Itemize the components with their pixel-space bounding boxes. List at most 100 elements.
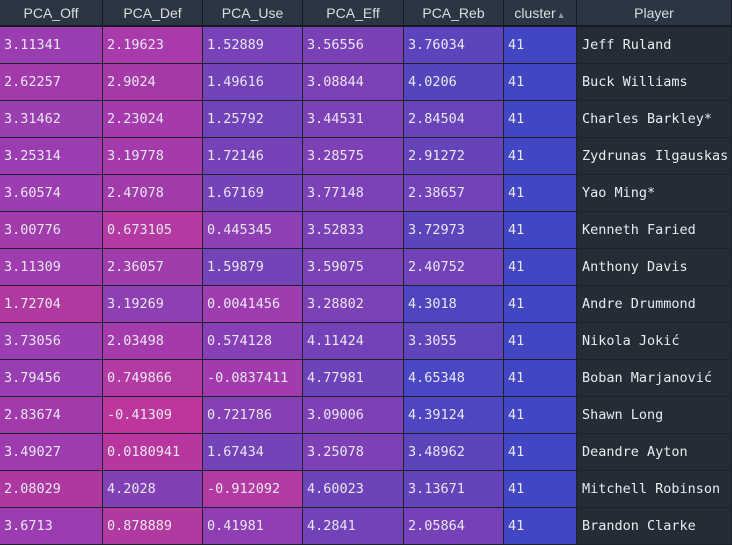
cell-pca-reb: 3.13671 <box>404 471 504 508</box>
cell-pca-eff: 4.2841 <box>303 508 404 545</box>
cell-cluster: 41 <box>504 249 577 286</box>
cell-pca-use: 0.574128 <box>203 323 303 360</box>
cell-pca-def: -0.41309 <box>103 397 203 434</box>
cell-player: Deandre Ayton <box>577 434 732 471</box>
cell-pca-reb: 4.39124 <box>404 397 504 434</box>
cell-cluster: 41 <box>504 471 577 508</box>
cell-player: Jeff Ruland <box>577 27 732 64</box>
cell-pca-eff: 3.44531 <box>303 101 404 138</box>
cell-pca-reb: 4.3018 <box>404 286 504 323</box>
cell-pca-off: 3.00776 <box>0 212 103 249</box>
cell-pca-eff: 3.52833 <box>303 212 404 249</box>
column-header-label: PCA_Reb <box>422 4 485 21</box>
cell-player: Anthony Davis <box>577 249 732 286</box>
column-header-cluster[interactable]: cluster▲ <box>504 0 577 27</box>
cell-pca-reb: 3.72973 <box>404 212 504 249</box>
cell-pca-reb: 2.38657 <box>404 175 504 212</box>
cell-cluster: 41 <box>504 323 577 360</box>
cell-pca-eff: 4.11424 <box>303 323 404 360</box>
cell-pca-def: 4.2028 <box>103 471 203 508</box>
cell-pca-use: -0.0837411 <box>203 360 303 397</box>
table-row[interactable]: 2.08029 4.2028 -0.912092 4.60023 3.13671 41 Mi… <box>0 471 732 508</box>
cell-cluster: 41 <box>504 286 577 323</box>
cell-pca-def: 2.23024 <box>103 101 203 138</box>
cell-player: Mitchell Robinson <box>577 471 732 508</box>
cell-pca-eff: 4.77981 <box>303 360 404 397</box>
table-row[interactable]: 3.11309 2.36057 1.59879 3.59075 2.40752 41 Ant… <box>0 249 732 286</box>
cell-pca-off: 3.60574 <box>0 175 103 212</box>
cell-pca-off: 3.49027 <box>0 434 103 471</box>
column-header-pca-off[interactable]: PCA_Off <box>0 0 103 27</box>
cell-pca-def: 2.36057 <box>103 249 203 286</box>
cell-pca-eff: 3.56556 <box>303 27 404 64</box>
cell-pca-eff: 3.08844 <box>303 64 404 101</box>
sort-up-icon[interactable]: ▲ <box>556 9 566 20</box>
cell-pca-def: 0.0180941 <box>103 434 203 471</box>
column-header-label: Player <box>634 4 674 21</box>
cell-cluster: 41 <box>504 27 577 64</box>
table-row[interactable]: 3.31462 2.23024 1.25792 3.44531 2.84504 41 Cha… <box>0 101 732 138</box>
cell-player: Shawn Long <box>577 397 732 434</box>
cell-pca-reb: 2.84504 <box>404 101 504 138</box>
cell-cluster: 41 <box>504 64 577 101</box>
cell-player: Nikola Jokić <box>577 323 732 360</box>
cell-pca-def: 2.03498 <box>103 323 203 360</box>
cell-pca-off: 2.08029 <box>0 471 103 508</box>
cell-pca-use: 1.67169 <box>203 175 303 212</box>
cell-pca-use: 0.445345 <box>203 212 303 249</box>
table-row[interactable]: 2.62257 2.9024 1.49616 3.08844 4.0206 41 Buck … <box>0 64 732 101</box>
table-row[interactable]: 3.60574 2.47078 1.67169 3.77148 2.38657 41 Yao… <box>0 175 732 212</box>
table-row[interactable]: 3.49027 0.0180941 1.67434 3.25078 3.48962 41 D… <box>0 434 732 471</box>
cell-pca-use: 1.25792 <box>203 101 303 138</box>
cell-pca-use: -0.912092 <box>203 471 303 508</box>
cell-cluster: 41 <box>504 101 577 138</box>
cell-cluster: 41 <box>504 360 577 397</box>
table-row[interactable]: 3.00776 0.673105 0.445345 3.52833 3.72973 41 K… <box>0 212 732 249</box>
cell-pca-reb: 2.40752 <box>404 249 504 286</box>
cell-pca-eff: 4.60023 <box>303 471 404 508</box>
table-row[interactable]: 1.72704 3.19269 0.0041456 3.28802 4.3018 41 An… <box>0 286 732 323</box>
cell-pca-def: 0.673105 <box>103 212 203 249</box>
cell-pca-reb: 4.0206 <box>404 64 504 101</box>
cell-cluster: 41 <box>504 434 577 471</box>
cell-pca-reb: 4.65348 <box>404 360 504 397</box>
cell-cluster: 41 <box>504 397 577 434</box>
column-header-pca-def[interactable]: PCA_Def <box>103 0 203 27</box>
cell-pca-def: 3.19269 <box>103 286 203 323</box>
column-header-label: PCA_Def <box>123 4 182 21</box>
cell-pca-def: 3.19778 <box>103 138 203 175</box>
cell-pca-def: 2.47078 <box>103 175 203 212</box>
table-row[interactable]: 3.6713 0.878889 0.41981 4.2841 2.05864 41 Bran… <box>0 508 732 545</box>
cell-pca-off: 3.25314 <box>0 138 103 175</box>
cell-pca-reb: 2.05864 <box>404 508 504 545</box>
table-row[interactable]: 2.83674 -0.41309 0.721786 3.09006 4.39124 41 S… <box>0 397 732 434</box>
cell-player: Buck Williams <box>577 64 732 101</box>
column-header-pca-eff[interactable]: PCA_Eff <box>303 0 404 27</box>
table-row[interactable]: 3.79456 0.749866 -0.0837411 4.77981 4.65348 4… <box>0 360 732 397</box>
column-header-pca-use[interactable]: PCA_Use <box>203 0 303 27</box>
table-row[interactable]: 3.25314 3.19778 1.72146 3.28575 2.91272 41 Zyd… <box>0 138 732 175</box>
cell-pca-eff: 3.77148 <box>303 175 404 212</box>
cell-pca-def: 2.9024 <box>103 64 203 101</box>
cell-pca-def: 2.19623 <box>103 27 203 64</box>
cell-pca-reb: 3.3055 <box>404 323 504 360</box>
cell-player: Charles Barkley* <box>577 101 732 138</box>
cell-player: Zydrunas Ilgauskas <box>577 138 732 175</box>
cell-pca-off: 3.11341 <box>0 27 103 64</box>
cell-pca-use: 0.0041456 <box>203 286 303 323</box>
column-header-player[interactable]: Player <box>577 0 732 27</box>
cell-pca-off: 3.73056 <box>0 323 103 360</box>
cell-pca-off: 3.6713 <box>0 508 103 545</box>
cell-pca-def: 0.749866 <box>103 360 203 397</box>
cell-pca-off: 1.72704 <box>0 286 103 323</box>
header-row: PCA_Off PCA_Def PCA_Use PCA_Eff PCA_Reb clust… <box>0 0 732 27</box>
table-row[interactable]: 3.73056 2.03498 0.574128 4.11424 3.3055 41 Nik… <box>0 323 732 360</box>
cell-pca-reb: 3.48962 <box>404 434 504 471</box>
cell-player: Brandon Clarke <box>577 508 732 545</box>
cell-cluster: 41 <box>504 212 577 249</box>
cell-player: Kenneth Faried <box>577 212 732 249</box>
cell-pca-reb: 3.76034 <box>404 27 504 64</box>
column-header-pca-reb[interactable]: PCA_Reb <box>404 0 504 27</box>
table-row[interactable]: 3.11341 2.19623 1.52889 3.56556 3.76034 41 Jef… <box>0 27 732 64</box>
